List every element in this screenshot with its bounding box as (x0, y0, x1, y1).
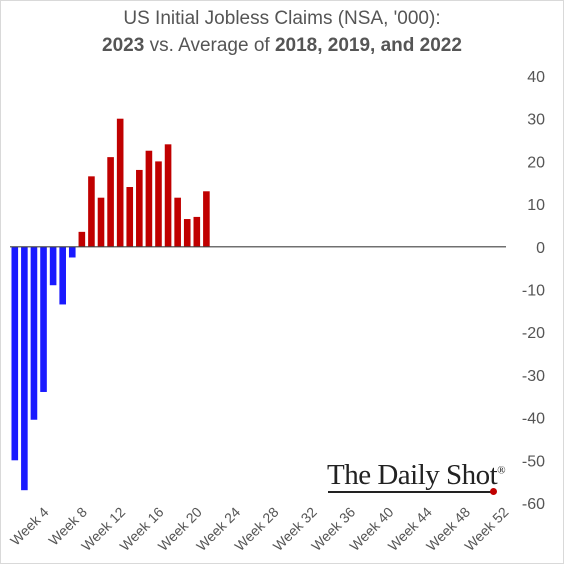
chart-title-line2: 2023 vs. Average of 2018, 2019, and 2022 (1, 32, 563, 59)
y-tick-label-0: 40 (527, 69, 545, 86)
y-tick-label-8: -40 (522, 411, 545, 428)
bar-week-5 (49, 246, 57, 286)
watermark-dot (490, 488, 497, 495)
y-tick-label-7: -30 (522, 368, 545, 385)
bar-week-8 (78, 231, 86, 247)
chart-title-line2-part-0: 2023 (102, 35, 145, 56)
watermark-text: The Daily Shot (327, 459, 498, 491)
chart-title-line2-part-1: vs. Average of (144, 35, 275, 56)
x-tick-label-0: Week 4 (7, 504, 52, 549)
bar-week-17 (164, 144, 172, 247)
chart-title: US Initial Jobless Claims (NSA, '000): 2… (1, 5, 563, 59)
chart-title-line2-part-2: 2018, 2019, and 2022 (274, 35, 462, 56)
watermark-logo: The Daily Shot® (327, 459, 506, 492)
bar-week-21 (203, 191, 210, 247)
y-tick-label-4: 0 (536, 240, 545, 257)
bar-week-2 (21, 246, 28, 491)
bar-week-20 (193, 216, 201, 247)
bar-week-7 (68, 246, 76, 258)
y-tick-label-5: -10 (522, 283, 545, 300)
y-tick-label-9: -50 (522, 453, 545, 470)
y-tick-label-3: 10 (527, 197, 545, 214)
chart-title-line1: US Initial Jobless Claims (NSA, '000): (123, 8, 441, 29)
y-tick-label-10: -60 (522, 496, 545, 513)
bar-week-13 (126, 187, 134, 247)
bar-week-19 (183, 219, 191, 247)
bar-week-3 (30, 246, 38, 420)
bar-week-4 (40, 246, 47, 392)
bar-week-18 (174, 197, 181, 247)
watermark-underline (328, 491, 494, 493)
bar-week-11 (107, 157, 114, 247)
y-tick-label-6: -20 (522, 325, 545, 342)
bar-week-6 (59, 246, 66, 305)
bar-week-16 (155, 161, 162, 247)
y-tick-label-2: 20 (527, 154, 545, 171)
bar-week-9 (88, 176, 95, 247)
bar-week-12 (116, 118, 124, 247)
bar-week-14 (136, 169, 143, 247)
watermark-registered-mark: ® (497, 464, 506, 477)
bar-week-15 (145, 150, 153, 247)
y-tick-label-1: 30 (527, 112, 545, 129)
bar-week-1 (11, 246, 19, 461)
bar-week-10 (97, 197, 105, 247)
